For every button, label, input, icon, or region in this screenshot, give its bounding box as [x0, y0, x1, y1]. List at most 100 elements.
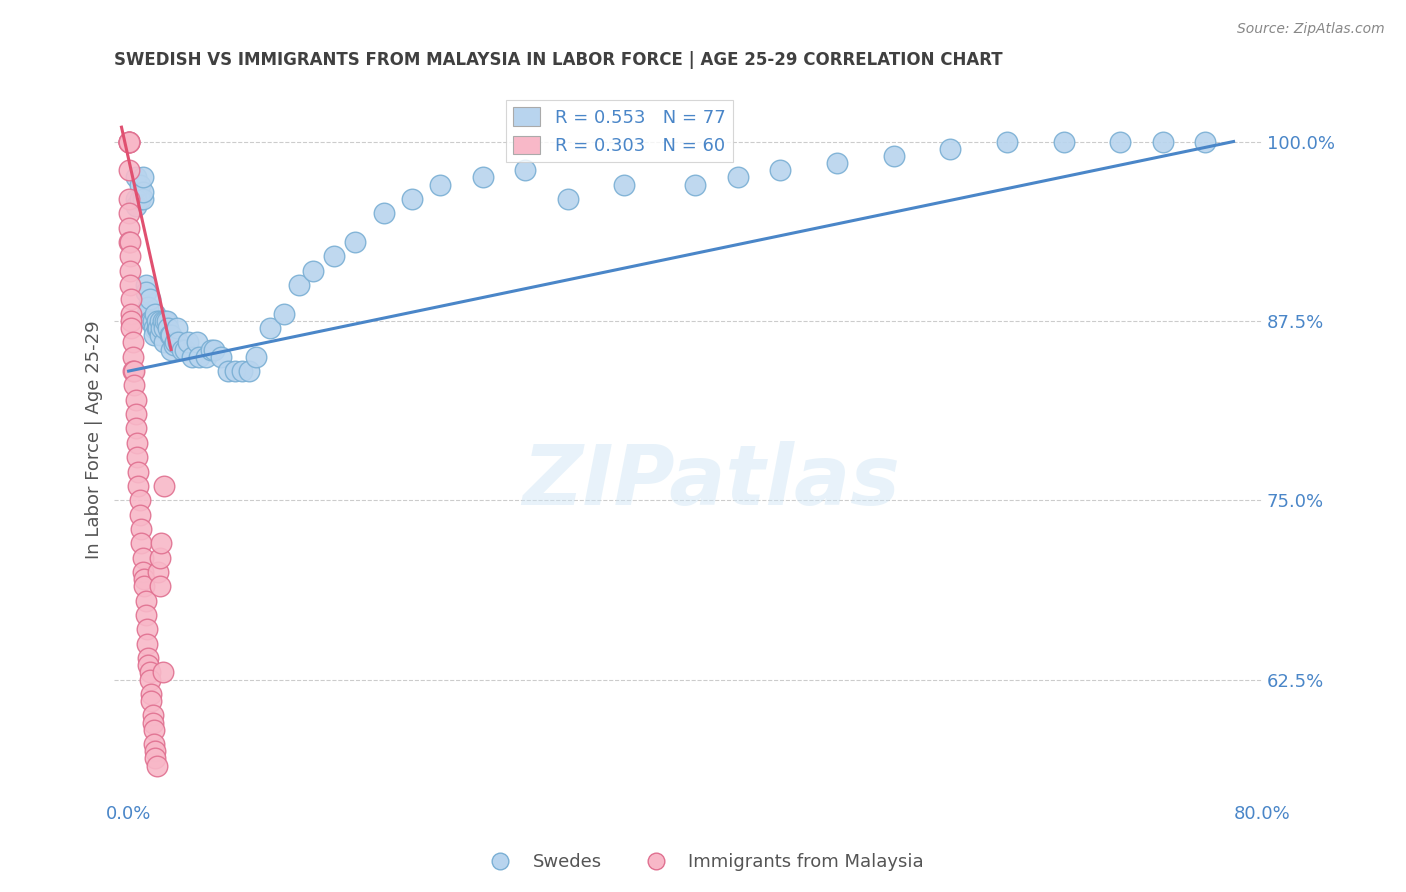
Point [136, 307, 159, 321]
Point [117, 135, 139, 149]
Point [1194, 135, 1216, 149]
Point [146, 758, 169, 772]
Y-axis label: In Labor Force | Age 25-29: In Labor Force | Age 25-29 [86, 320, 103, 558]
Point [143, 723, 166, 737]
Point [121, 335, 143, 350]
Point [515, 163, 537, 178]
Point [136, 623, 159, 637]
Point [159, 328, 181, 343]
Point [1152, 135, 1174, 149]
Point [152, 314, 174, 328]
Point [129, 178, 152, 192]
Point [186, 335, 208, 350]
Point [117, 135, 139, 149]
Point [122, 378, 145, 392]
Point [429, 178, 451, 192]
Point [287, 278, 309, 293]
Text: 0.0%: 0.0% [105, 805, 152, 823]
Point [1052, 135, 1074, 149]
Point [124, 392, 146, 407]
Point [118, 263, 141, 277]
Point [152, 665, 174, 680]
Point [142, 708, 165, 723]
Point [124, 421, 146, 435]
Point [143, 328, 166, 343]
Point [135, 593, 157, 607]
Point [132, 192, 155, 206]
Point [145, 751, 167, 765]
Point [122, 364, 145, 378]
Text: 80.0%: 80.0% [1233, 805, 1291, 823]
Point [150, 321, 173, 335]
Point [149, 579, 172, 593]
Text: ZIPatlas: ZIPatlas [522, 442, 900, 523]
Point [117, 163, 139, 178]
Point [825, 156, 848, 170]
Point [323, 249, 346, 263]
Point [727, 170, 749, 185]
Point [153, 321, 176, 335]
Point [373, 206, 395, 220]
Point [149, 328, 172, 343]
Point [149, 314, 172, 328]
Point [157, 321, 180, 335]
Point [120, 321, 142, 335]
Point [401, 192, 423, 206]
Point [1109, 135, 1132, 149]
Point [177, 335, 200, 350]
Point [166, 321, 188, 335]
Point [129, 192, 152, 206]
Point [769, 163, 792, 178]
Point [117, 192, 139, 206]
Point [121, 364, 143, 378]
Point [136, 637, 159, 651]
Text: SWEDISH VS IMMIGRANTS FROM MALAYSIA IN LABOR FORCE | AGE 25-29 CORRELATION CHART: SWEDISH VS IMMIGRANTS FROM MALAYSIA IN L… [114, 51, 1002, 69]
Point [209, 350, 232, 364]
Point [124, 199, 146, 213]
Point [121, 350, 143, 364]
Point [683, 178, 706, 192]
Point [224, 364, 246, 378]
Point [238, 364, 260, 378]
Point [143, 737, 166, 751]
Point [125, 450, 148, 465]
Point [142, 715, 165, 730]
Point [142, 314, 165, 328]
Point [124, 407, 146, 421]
Point [120, 293, 142, 307]
Point [231, 364, 253, 378]
Point [146, 314, 169, 328]
Point [181, 350, 204, 364]
Point [139, 673, 162, 687]
Point [148, 321, 170, 335]
Point [145, 744, 167, 758]
Point [217, 364, 239, 378]
Point [141, 687, 163, 701]
Text: Source: ZipAtlas.com: Source: ZipAtlas.com [1237, 22, 1385, 37]
Point [131, 536, 153, 550]
Point [132, 185, 155, 199]
Point [117, 220, 139, 235]
Point [124, 192, 146, 206]
Point [117, 235, 139, 249]
Point [557, 192, 579, 206]
Point [118, 235, 141, 249]
Point [138, 651, 160, 665]
Point [120, 307, 142, 321]
Point [135, 607, 157, 622]
Point [172, 343, 194, 357]
Point [118, 278, 141, 293]
Point [139, 314, 162, 328]
Point [153, 335, 176, 350]
Legend: R = 0.553   N = 77, R = 0.303   N = 60: R = 0.553 N = 77, R = 0.303 N = 60 [506, 100, 733, 162]
Point [138, 658, 160, 673]
Point [613, 178, 636, 192]
Point [344, 235, 367, 249]
Point [160, 328, 183, 343]
Point [156, 314, 179, 328]
Point [163, 338, 186, 352]
Point [129, 493, 152, 508]
Point [132, 550, 155, 565]
Point [149, 550, 172, 565]
Point [167, 335, 190, 350]
